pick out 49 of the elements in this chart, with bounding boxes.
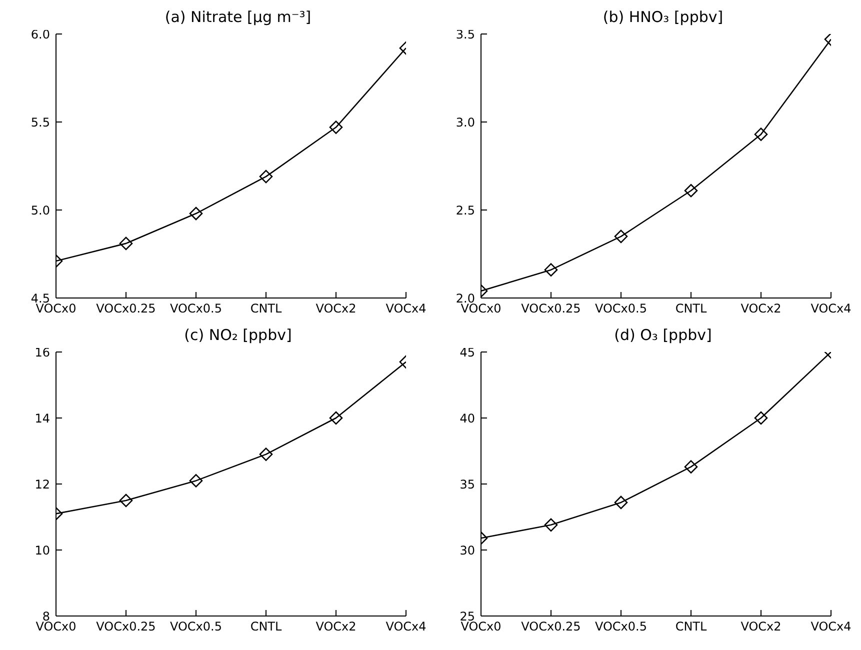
- x-tick-label: CNTL: [675, 302, 707, 316]
- y-tick-label: 10: [34, 543, 50, 558]
- y-tick-label: 5.0: [30, 203, 50, 218]
- x-tick-label: VOCx0.5: [594, 620, 648, 634]
- x-tick-label: VOCx0.5: [170, 302, 222, 316]
- x-tick-label: VOCx4: [386, 620, 426, 634]
- x-tick-label: CNTL: [675, 620, 707, 634]
- y-tick-label: 5.5: [30, 115, 50, 130]
- x-tick-label: VOCx2: [740, 620, 782, 634]
- x-tick-label: CNTL: [250, 620, 282, 634]
- point: [259, 170, 273, 184]
- x-tick-label: VOCx0.5: [170, 620, 222, 634]
- x-tick-label: VOCx2: [316, 620, 356, 634]
- point: [684, 184, 698, 198]
- chart-title: (c) NO₂ [ppbv]: [184, 326, 292, 344]
- point: [259, 448, 273, 461]
- x-tick-label: VOCx0.25: [96, 620, 156, 634]
- x-tick-label: VOCx0.25: [521, 620, 581, 634]
- x-tick-label: VOCx0: [460, 620, 502, 634]
- x-tick-label: VOCx0.25: [521, 302, 581, 316]
- point: [754, 411, 768, 425]
- y-tick-label: 45: [460, 345, 475, 360]
- y-tick-label: 40: [460, 411, 475, 426]
- x-tick-label: VOCx4: [810, 620, 852, 634]
- x-tick-label: VOCx0.5: [594, 302, 648, 316]
- point: [544, 518, 558, 532]
- x-tick-label: VOCx2: [740, 302, 782, 316]
- point: [189, 474, 203, 488]
- y-tick-label: 3.0: [456, 115, 475, 130]
- x-tick-label: VOCx2: [316, 302, 356, 316]
- chart-title: (b) HNO₃ [ppbv]: [602, 8, 724, 26]
- point: [684, 460, 698, 474]
- chart-title: (a) Nitrate [μg m⁻³]: [164, 8, 312, 26]
- y-tick-label: 12: [34, 477, 50, 492]
- y-tick-label: 35: [460, 477, 475, 492]
- x-tick-label: VOCx0: [36, 302, 76, 316]
- y-tick-label: 30: [460, 543, 475, 558]
- x-tick-label: VOCx0.25: [96, 302, 156, 316]
- x-tick-label: VOCx4: [386, 302, 426, 316]
- x-tick-label: CNTL: [250, 302, 282, 316]
- x-tick-label: VOCx0: [460, 302, 502, 316]
- y-tick-label: 14: [34, 411, 50, 426]
- chart-title: (d) O₃ [ppbv]: [614, 326, 712, 344]
- point: [614, 230, 628, 244]
- y-tick-label: 2.5: [456, 203, 475, 218]
- point: [189, 206, 203, 220]
- point: [614, 496, 628, 510]
- x-tick-label: VOCx4: [810, 302, 852, 316]
- x-tick-label: VOCx0: [36, 620, 76, 634]
